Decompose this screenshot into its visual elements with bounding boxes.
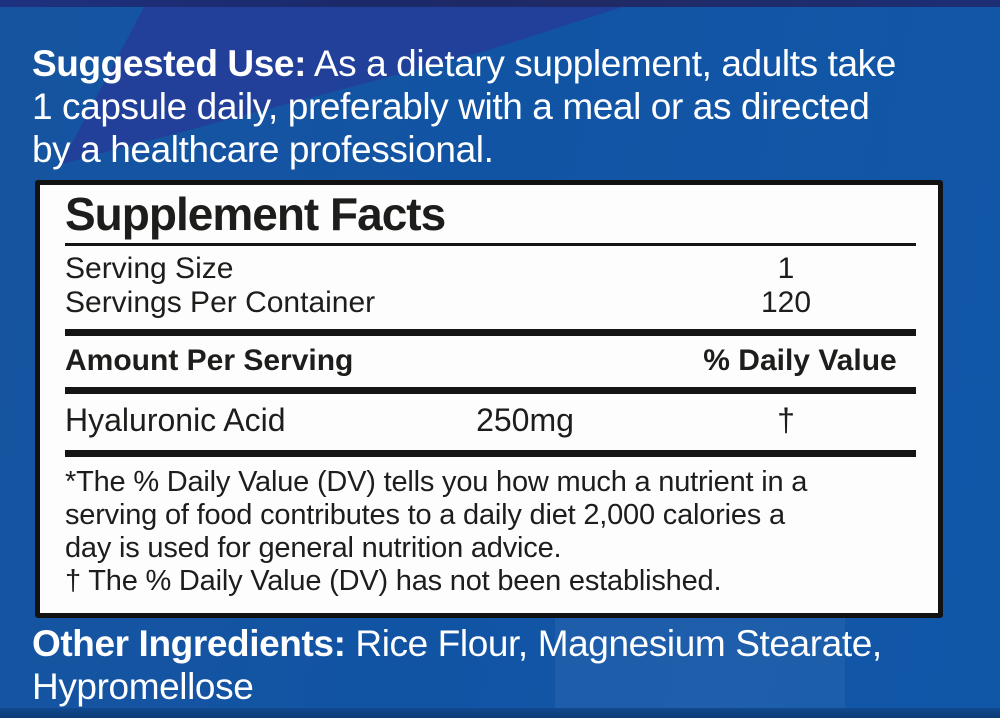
- footnote-line1: *The % Daily Value (DV) tells you how mu…: [65, 466, 808, 498]
- suggested-use-label: Suggested Use:: [32, 43, 307, 84]
- daily-value-footnote: *The % Daily Value (DV) tells you how mu…: [65, 466, 916, 598]
- section-divider-2: [65, 387, 916, 394]
- daily-value-label: % Daily Value: [703, 344, 897, 377]
- suggested-use-line1: As a dietary supplement, adults take: [306, 43, 896, 84]
- serving-size-value: 1: [777, 252, 795, 285]
- footnote-line4: † The % Daily Value (DV) has not been es…: [65, 565, 722, 597]
- ingredient-daily-value: †: [777, 402, 795, 438]
- section-divider-1: [65, 329, 916, 336]
- supplement-facts-panel: Supplement Facts Serving Size 1 Servings…: [35, 180, 943, 618]
- ingredient-amount: 250mg: [476, 402, 574, 438]
- ingredient-name: Hyaluronic Acid: [65, 402, 286, 438]
- footnote-line3: day is used for general nutrition advice…: [65, 532, 562, 564]
- ingredient-row: Hyaluronic Acid 250mg †: [65, 394, 916, 446]
- footnote-line2: serving of food contributes to a daily d…: [65, 499, 785, 531]
- background-light-band: [555, 615, 845, 718]
- suggested-use-line3: by a healthcare professional.: [32, 129, 494, 170]
- other-ingredients-label: Other Ingredients:: [32, 623, 346, 664]
- other-ingredients-line2: Hypromellose: [32, 666, 254, 707]
- top-navy-strip: [0, 0, 1000, 7]
- servings-per-container-row: Servings Per Container 120: [65, 286, 916, 320]
- servings-per-container-value: 120: [760, 286, 812, 319]
- servings-per-container-label: Servings Per Container: [65, 286, 376, 319]
- title-divider: [65, 243, 916, 246]
- suggested-use-text: Suggested Use: As a dietary supplement, …: [32, 42, 992, 171]
- amount-per-serving-label: Amount Per Serving: [65, 344, 354, 377]
- serving-size-row: Serving Size 1: [65, 252, 916, 286]
- serving-size-label: Serving Size: [65, 252, 234, 285]
- bottom-navy-strip: [0, 708, 1000, 718]
- other-ingredients-text: Other Ingredients: Rice Flour, Magnesium…: [32, 622, 992, 708]
- section-divider-3: [65, 450, 916, 457]
- amount-per-serving-header: Amount Per Serving % Daily Value: [65, 340, 916, 382]
- other-ingredients-line1: Rice Flour, Magnesium Stearate,: [345, 623, 882, 664]
- supplement-facts-title: Supplement Facts: [65, 188, 446, 240]
- suggested-use-line2: 1 capsule daily, preferably with a meal …: [32, 86, 870, 127]
